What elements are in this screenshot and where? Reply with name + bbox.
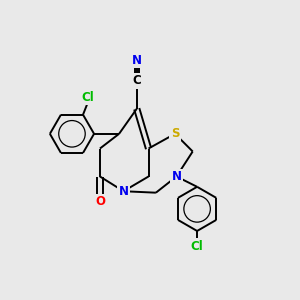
Text: N: N xyxy=(118,185,128,198)
Text: Cl: Cl xyxy=(81,91,94,103)
Text: N: N xyxy=(172,170,182,183)
Text: O: O xyxy=(95,195,105,208)
Text: N: N xyxy=(132,54,142,67)
Text: Cl: Cl xyxy=(191,240,203,253)
Text: S: S xyxy=(171,127,179,140)
Text: C: C xyxy=(132,74,141,87)
